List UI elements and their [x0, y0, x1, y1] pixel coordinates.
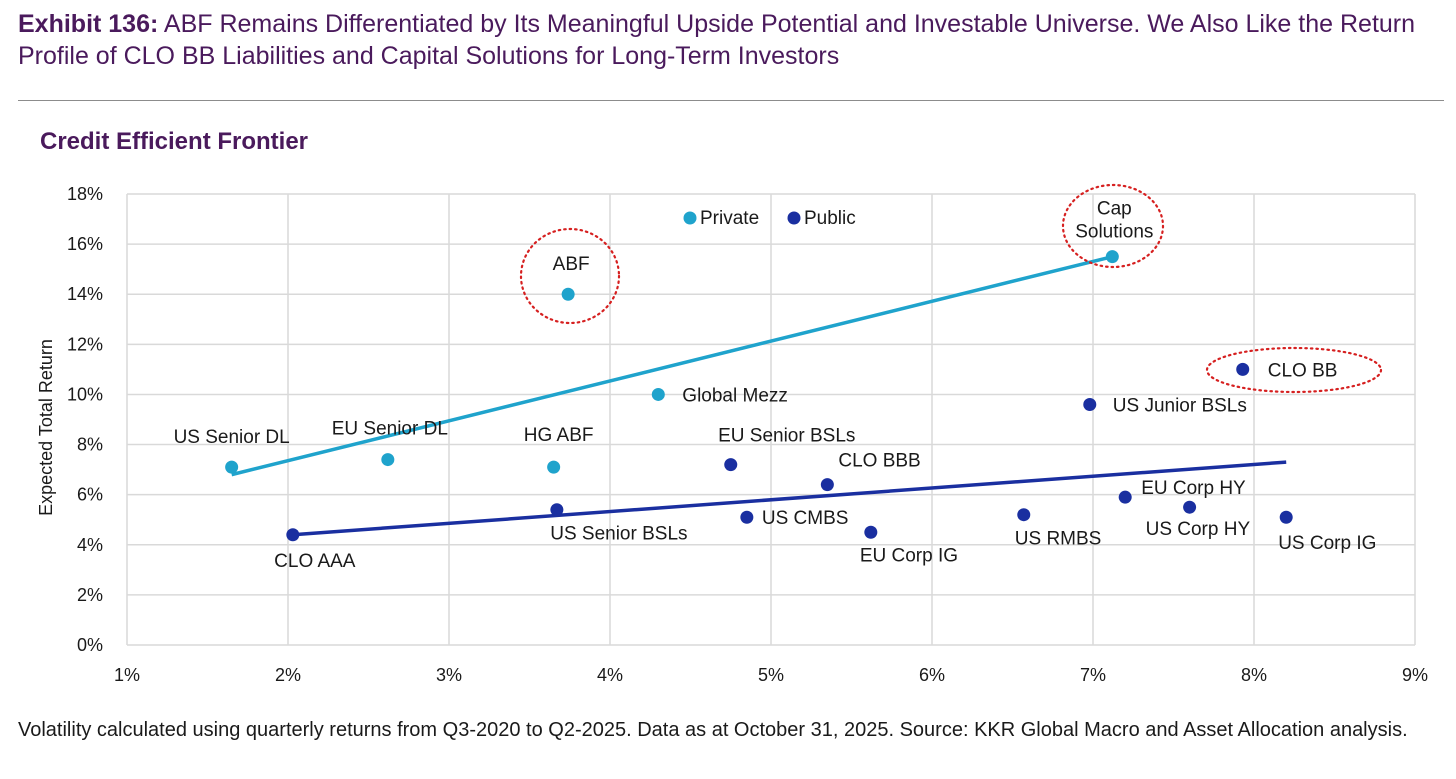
point-private — [561, 287, 575, 301]
x-tick-label: 1% — [114, 665, 140, 685]
y-tick-label: 18% — [67, 184, 103, 204]
legend-item-public: Public — [787, 208, 856, 229]
data-labels: US Senior DL EU Senior DL HG ABF ABF Global … — [174, 199, 1377, 572]
point-private — [381, 453, 395, 467]
point-public — [550, 503, 564, 517]
exhibit-label: Exhibit 136: — [18, 10, 159, 38]
axes: 0% 2% 4% 6% 8% 10% 12% 14% 16% 18% 1% 2% 3% 4% 5% 6% 7% 8… — [36, 184, 1428, 685]
y-tick-label: 12% — [67, 334, 103, 354]
point-label: EU Corp HY — [1141, 478, 1246, 499]
point-public — [286, 528, 300, 542]
point-label: US RMBS — [1015, 529, 1102, 550]
point-label: US Junior BSLs — [1113, 395, 1247, 416]
point-public — [1083, 397, 1097, 411]
x-tick-label: 6% — [919, 665, 945, 685]
point-private — [225, 460, 239, 474]
title-divider — [18, 100, 1444, 101]
y-tick-label: 0% — [77, 635, 103, 655]
highlight-circle — [1205, 346, 1383, 394]
highlight-circles — [519, 183, 1383, 394]
point-label: US Corp HY — [1146, 519, 1251, 540]
y-tick-label: 6% — [77, 485, 103, 505]
legend-marker — [787, 211, 801, 225]
x-tick-label: 3% — [436, 665, 462, 685]
point-public — [1017, 508, 1031, 522]
point-private — [651, 387, 665, 401]
legend-label: Private — [700, 208, 759, 229]
grid — [126, 193, 1416, 646]
point-public — [1183, 500, 1197, 514]
exhibit-title: Exhibit 136: ABF Remains Differentiated … — [18, 8, 1438, 72]
x-tick-label: 8% — [1241, 665, 1267, 685]
point-label: US Corp IG — [1278, 533, 1376, 554]
point-public — [724, 458, 738, 472]
point-label: CLO BBB — [838, 451, 920, 472]
y-axis-label: Expected Total Return — [36, 339, 56, 516]
data-points — [225, 250, 1293, 542]
point-public — [1118, 490, 1132, 504]
point-label: US Senior DL — [174, 427, 290, 448]
y-tick-label: 2% — [77, 585, 103, 605]
point-public — [864, 525, 878, 539]
trendline-public — [292, 460, 1287, 537]
point-private — [1105, 250, 1119, 264]
trendlines — [231, 254, 1287, 537]
highlight-circle — [1061, 183, 1165, 269]
point-label: CLO AAA — [274, 551, 356, 572]
point-public — [820, 478, 834, 492]
point-label: EU Corp IG — [860, 545, 958, 566]
legend-item-private: Private — [683, 208, 759, 229]
y-tick-label: 4% — [77, 535, 103, 555]
point-label: EU Senior BSLs — [718, 426, 855, 447]
legend-marker — [683, 211, 697, 225]
point-public — [1236, 362, 1250, 376]
exhibit-title-text: ABF Remains Differentiated by Its Meanin… — [18, 10, 1416, 70]
y-tick-label: 14% — [67, 284, 103, 304]
point-label: EU Senior DL — [332, 419, 448, 440]
x-tick-label: 7% — [1080, 665, 1106, 685]
footnote: Volatility calculated using quarterly re… — [18, 719, 1408, 741]
y-tick-label: 16% — [67, 234, 103, 254]
point-label: Cap Solutions — [1075, 199, 1153, 243]
point-label: US Senior BSLs — [550, 524, 687, 545]
y-tick-label: 8% — [77, 435, 103, 455]
point-label: Global Mezz — [682, 385, 788, 406]
x-tick-label: 5% — [758, 665, 784, 685]
legend: Private Public — [683, 208, 856, 229]
x-tick-label: 9% — [1402, 665, 1428, 685]
point-label: US CMBS — [762, 508, 849, 529]
highlight-circle — [519, 227, 621, 325]
point-label: CLO BB — [1268, 360, 1338, 381]
x-tick-label: 2% — [275, 665, 301, 685]
point-private — [547, 460, 561, 474]
y-tick-label: 10% — [67, 384, 103, 404]
point-label: ABF — [553, 254, 590, 275]
point-label: HG ABF — [524, 425, 594, 446]
point-public — [1279, 510, 1293, 524]
legend-label: Public — [804, 208, 856, 229]
x-tick-label: 4% — [597, 665, 623, 685]
chart-title: Credit Efficient Frontier — [40, 128, 309, 155]
trendline-private — [231, 254, 1113, 477]
point-public — [740, 510, 754, 524]
